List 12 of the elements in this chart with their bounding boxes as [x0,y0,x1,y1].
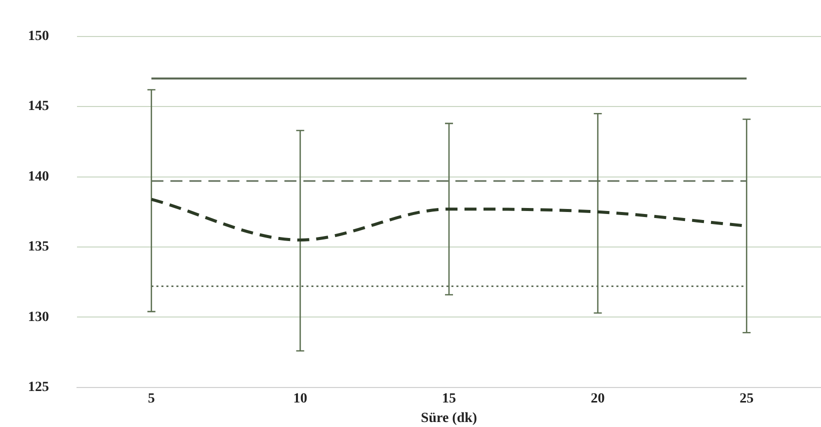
y-tick-label: 125 [28,380,49,396]
y-tick-label: 150 [28,29,49,44]
x-axis-title: Süre (dk) [420,411,478,426]
y-tick-label: 135 [28,240,49,255]
x-tick-label: 15 [442,391,456,406]
y-tick-label: 145 [28,99,49,114]
x-tick-label: 25 [740,391,754,406]
x-tick-label: 5 [148,391,155,406]
x-tick-label: 10 [293,391,308,406]
y-tick-label: 140 [28,169,49,184]
x-tick-label: 20 [590,391,605,406]
y-tick-label: 130 [28,310,49,325]
